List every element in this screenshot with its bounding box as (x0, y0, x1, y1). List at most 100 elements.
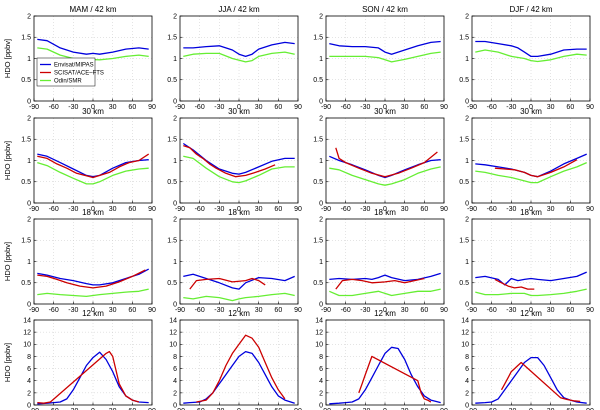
panel-12-series-envisat-mipas (475, 271, 587, 286)
panel-3-x-tick-label: 60 (420, 104, 428, 111)
panel-6-x-tick-label: 0 (237, 206, 241, 213)
panel-15-y-tick-label: 10 (315, 342, 323, 349)
panel-6-y-tick-label: 0.5 (167, 179, 177, 186)
panel-5-x-tick-label: 0 (91, 206, 95, 213)
panel-1-y-tick-label: 0 (27, 98, 31, 105)
panel-16-title: 12 km (520, 309, 542, 318)
panel-8-x-tick-label: -30 (506, 206, 516, 213)
panel-5-y-axis-label: HDO [ppbv] (3, 141, 12, 180)
panel-2-y-tick-label: 2 (173, 13, 177, 20)
panel-13-x-tick-label: -90 (29, 408, 39, 410)
panel-5-y-tick-label: 2 (27, 115, 31, 122)
panel-15-y-tick-label: 8 (319, 354, 323, 361)
panel-3-x-tick-label: 0 (383, 104, 387, 111)
panel-9-x-tick-label: 0 (91, 307, 95, 314)
panel-10-y-tick-label: 0 (173, 301, 177, 308)
panel-6-series-scisat-ace-fts (183, 144, 276, 178)
panel-7-x-tick-label: 30 (401, 206, 409, 213)
panel-16-x-tick-label: 60 (566, 408, 574, 410)
panel-12-x-tick-label: 30 (547, 307, 555, 314)
panel-11-series-odin-smr (329, 288, 441, 297)
panel-1-x-tick-label: -60 (49, 104, 59, 111)
panel-2-x-tick-label: -30 (214, 104, 224, 111)
panel-4-y-tick-label: 0 (465, 98, 469, 105)
panel-6-x-tick-label: -60 (195, 206, 205, 213)
panel-13-y-tick-label: 8 (27, 354, 31, 361)
panel-13-y-tick-label: 2 (27, 390, 31, 397)
panel-8-y-tick-label: 1 (465, 158, 469, 165)
panel-13-x-tick-label: 0 (91, 408, 95, 410)
panel-10-y-tick-label: 2 (173, 216, 177, 223)
panel-2-series-envisat-mipas (183, 41, 295, 58)
panel-12-y-tick-label: 0.5 (459, 280, 469, 287)
panel-1-x-tick-label: 0 (91, 104, 95, 111)
panel-9-x-tick-label: -60 (49, 307, 59, 314)
panel-8-title: 30 km (520, 107, 542, 116)
panel-4-y-tick-label: 2 (465, 13, 469, 20)
panel-16-x-tick-label: -90 (467, 408, 477, 410)
panel-15-y-tick-label: 0 (319, 402, 323, 409)
panel-15-x-tick-label: -30 (360, 408, 370, 410)
panel-1-y-tick-label: 0.5 (21, 77, 31, 84)
panel-12-y-tick-label: 2 (465, 216, 469, 223)
panel-16-y-tick-label: 0 (465, 402, 469, 409)
panel-10-x-tick-label: -90 (175, 307, 185, 314)
panel-13-y-tick-label: 0 (27, 402, 31, 409)
panel-11-x-tick-label: 60 (420, 307, 428, 314)
panel-1-y-axis-label: HDO [ppbv] (3, 39, 12, 78)
panel-8-series-scisat-ace-fts (494, 159, 578, 178)
panel-3-x-tick-label: -60 (341, 104, 351, 111)
panel-15-x-tick-label: 0 (383, 408, 387, 410)
panel-1-series-envisat-mipas (37, 38, 149, 55)
panel-5-x-tick-label: 30 (109, 206, 117, 213)
panel-12-y-tick-label: 1 (465, 259, 469, 266)
panel-14-x-tick-label: 30 (255, 408, 263, 410)
panel-2-title: JJA / 42 km (218, 5, 260, 14)
panel-4-x-tick-label: -30 (506, 104, 516, 111)
panel-10-x-tick-label: 90 (294, 307, 302, 314)
panel-5-x-tick-label: -60 (49, 206, 59, 213)
panel-15-x-tick-label: 90 (440, 408, 448, 410)
panel-16-x-tick-label: -30 (506, 408, 516, 410)
panel-13-y-tick-label: 4 (27, 378, 31, 385)
panel-16-x-tick-label: 90 (586, 408, 594, 410)
panel-10-y-tick-label: 1.5 (167, 238, 177, 245)
panel-13-x-tick-label: -30 (68, 408, 78, 410)
panel-10-x-tick-label: 30 (255, 307, 263, 314)
panel-2-y-tick-label: 0.5 (167, 77, 177, 84)
panel-2-x-tick-label: 90 (294, 104, 302, 111)
panel-7-x-tick-label: -60 (341, 206, 351, 213)
panel-8-x-tick-label: -90 (467, 206, 477, 213)
panel-3-x-tick-label: -90 (321, 104, 331, 111)
panel-1-y-tick-label: 1.5 (21, 35, 31, 42)
panel-1-x-tick-label: 90 (148, 104, 156, 111)
panel-16-y-tick-label: 6 (465, 366, 469, 373)
panel-11-x-tick-label: -30 (360, 307, 370, 314)
panel-5-y-tick-label: 1.5 (21, 137, 31, 144)
panel-2-x-tick-label: 30 (255, 104, 263, 111)
panel-12-x-tick-label: -60 (487, 307, 497, 314)
panel-13-y-tick-label: 6 (27, 366, 31, 373)
panel-14-x-tick-label: -30 (214, 408, 224, 410)
panel-6-x-tick-label: -30 (214, 206, 224, 213)
panel-11-title: 18 km (374, 208, 396, 217)
panel-9-series-scisat-ace-fts (37, 269, 146, 289)
panel-1-x-tick-label: 60 (128, 104, 136, 111)
panel-5-y-tick-label: 1 (27, 158, 31, 165)
panel-11-y-tick-label: 2 (319, 216, 323, 223)
panel-4-series-envisat-mipas (475, 40, 587, 58)
panel-9-series-odin-smr (37, 288, 149, 298)
panel-5-y-tick-label: 0.5 (21, 179, 31, 186)
panel-7-x-tick-label: -90 (321, 206, 331, 213)
panel-3-title: SON / 42 km (362, 5, 408, 14)
panel-15-y-tick-label: 4 (319, 378, 323, 385)
panel-4-x-tick-label: -90 (467, 104, 477, 111)
panel-12-x-tick-label: 60 (566, 307, 574, 314)
panel-5-x-tick-label: -30 (68, 206, 78, 213)
panel-7-series-scisat-ace-fts (335, 147, 438, 178)
panel-3-y-tick-label: 1.5 (313, 35, 323, 42)
panel-2-x-tick-label: -60 (195, 104, 205, 111)
panel-10-y-tick-label: 1 (173, 259, 177, 266)
panel-7-y-tick-label: 0.5 (313, 179, 323, 186)
panel-9-x-tick-label: 60 (128, 307, 136, 314)
